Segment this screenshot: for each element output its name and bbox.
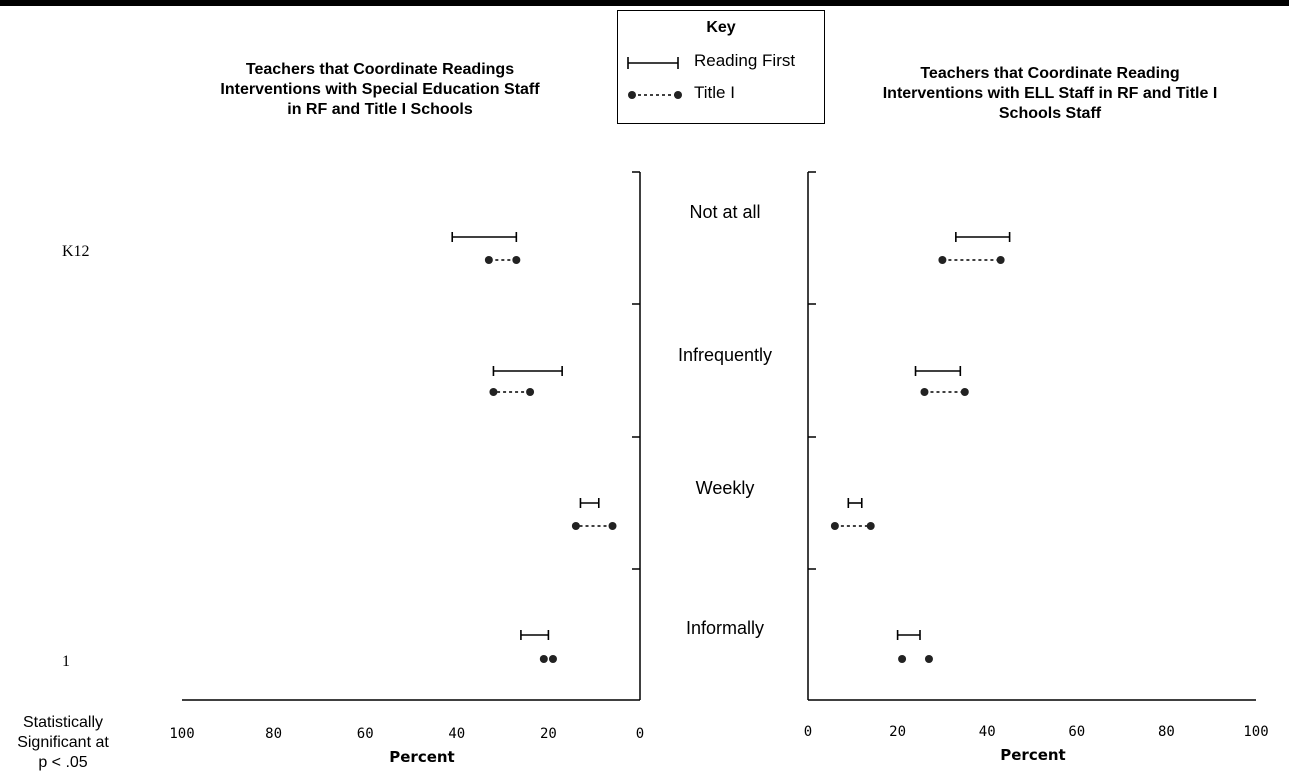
- left-chart-title: Teachers that Coordinate Readings Interv…: [220, 61, 540, 118]
- legend-title-one-label: Title I: [694, 83, 735, 102]
- left-title-one-point-low-0: [512, 256, 521, 264]
- right-x-tick-label-5: 100: [1243, 724, 1268, 740]
- right-title-one-point-low-2: [830, 522, 839, 530]
- left-title-one-point-high-0: [484, 256, 493, 264]
- legend-reading-first-symbol: [627, 57, 679, 69]
- right-x-tick-label-4: 80: [1158, 724, 1175, 740]
- legend-title: Key: [706, 19, 736, 36]
- left-x-tick-label-3: 40: [448, 726, 465, 742]
- right-x-tick-label-0: 0: [804, 724, 812, 740]
- left-title-one-point-low-1: [526, 388, 535, 396]
- left-x-tick-label-2: 60: [357, 726, 374, 742]
- legend-symbols: [627, 57, 682, 99]
- right-title-one-point-low-3: [898, 655, 907, 663]
- right-x-tick-label-1: 20: [889, 724, 906, 740]
- left-x-tick-label-1: 80: [265, 726, 282, 742]
- left-x-axis-title: Percent: [389, 748, 454, 766]
- significance-note: Statistically Significant at p < .05: [17, 714, 109, 771]
- legend-reading-first-label: Reading First: [694, 51, 796, 70]
- left-x-tick-label-5: 0: [636, 726, 644, 742]
- top-rule: [0, 0, 1289, 6]
- right-title-one-point-high-3: [924, 655, 933, 663]
- right-x-tick-label-2: 40: [979, 724, 996, 740]
- left-title-one-point-low-3: [548, 655, 557, 663]
- left-title-one-point-high-3: [539, 655, 548, 663]
- right-title-one-point-low-0: [938, 256, 947, 264]
- category-label-0: Not at all: [689, 202, 760, 222]
- category-label-3: Informally: [686, 618, 764, 638]
- row-label-1: 1: [62, 653, 70, 670]
- legend-key: Key Reading First Title I: [617, 10, 825, 124]
- right-title-one-point-high-1: [960, 388, 969, 396]
- right-title-one-point-high-2: [866, 522, 875, 530]
- right-chart-title: Teachers that Coordinate Reading Interve…: [882, 65, 1218, 122]
- category-label-2: Weekly: [696, 478, 755, 498]
- left-title-one-point-high-1: [489, 388, 498, 396]
- left-x-tick-label-0: 100: [169, 726, 194, 742]
- left-x-tick-label-4: 20: [540, 726, 557, 742]
- row-label-k12: K12: [62, 243, 90, 260]
- category-label-1: Infrequently: [678, 345, 772, 365]
- legend-title-one-symbol: [628, 91, 682, 99]
- left-title-one-point-high-2: [571, 522, 580, 530]
- right-x-axis-title: Percent: [1000, 746, 1065, 764]
- right-x-tick-label-3: 60: [1068, 724, 1085, 740]
- right-title-one-point-low-1: [920, 388, 929, 396]
- right-title-one-point-high-0: [996, 256, 1005, 264]
- left-title-one-point-low-2: [608, 522, 617, 530]
